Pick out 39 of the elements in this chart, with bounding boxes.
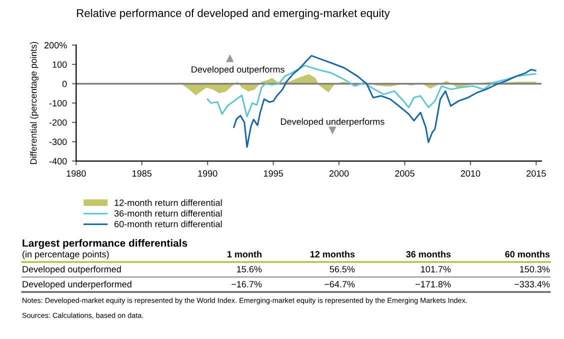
annotation: Developed underperforms: [281, 118, 384, 127]
text: Developed underperformed: [22, 280, 132, 290]
y-tick-label: -100: [49, 100, 67, 106]
y-tick-label: -400: [49, 158, 67, 164]
y-tick-label: -300: [49, 138, 67, 146]
x-tick-label: 1990: [198, 170, 218, 177]
text: −171.8%: [416, 281, 451, 288]
x-tick-label: 1980: [66, 170, 86, 177]
text: 15.6%: [237, 266, 262, 272]
text: Developed outperformed: [22, 266, 121, 274]
y-tick-label: 0: [62, 80, 67, 88]
y-tick-label: 200%: [44, 42, 67, 48]
x-tick-label: 2005: [395, 170, 414, 177]
text: 56.5%: [330, 266, 355, 272]
legend-label: 12-month return differential: [114, 199, 222, 206]
x-tick-label: 2000: [329, 170, 349, 177]
annotation: Developed outperforms: [192, 66, 284, 74]
text: (in percentage points): [22, 250, 109, 260]
x-tick-label: 2010: [460, 170, 480, 177]
text: 60 months: [505, 250, 550, 258]
x-tick-label: 1985: [132, 170, 152, 177]
text: 1 month: [227, 250, 262, 258]
x-tick-label: 2015: [526, 170, 546, 177]
x-tick-label: 1995: [264, 170, 283, 177]
y-tick-label: 100: [52, 61, 67, 68]
chart-title: Relative performance of developed and emerging-market equity: [77, 8, 390, 20]
text: 36 months: [406, 250, 451, 258]
text: −64.7%: [324, 281, 355, 288]
legend-label: 60-month return differential: [114, 220, 222, 228]
text: 150.3%: [520, 266, 550, 272]
y-axis-title: Differential (percentage points): [30, 42, 38, 164]
text: −333.4%: [514, 281, 550, 288]
text: 12 months: [310, 250, 355, 258]
y-tick-label: -200: [49, 119, 67, 126]
line-series: [233, 54, 536, 148]
text: 101.7%: [421, 266, 451, 272]
legend-label: 36-month return differential: [114, 210, 222, 217]
text: Largest performance differentials: [22, 239, 188, 249]
text: −16.7%: [232, 281, 262, 288]
